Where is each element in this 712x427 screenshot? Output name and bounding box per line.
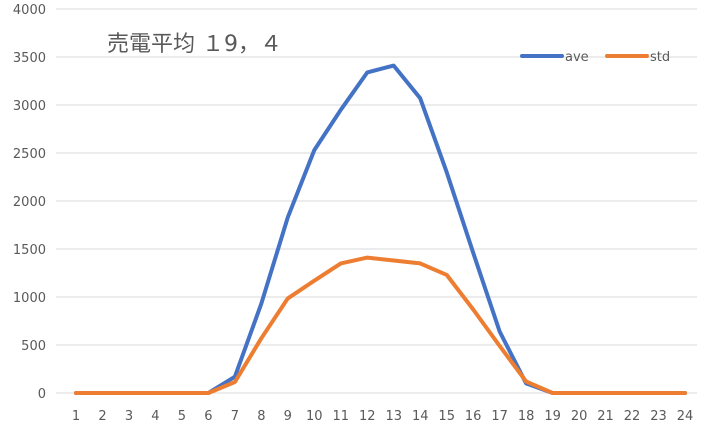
x-tick-label: 23 bbox=[650, 409, 667, 424]
y-tick-label: 4000 bbox=[13, 3, 46, 18]
x-tick-label: 24 bbox=[677, 409, 694, 424]
x-tick-label: 14 bbox=[412, 409, 429, 424]
legend: ave std bbox=[520, 50, 670, 65]
y-tick-label: 2000 bbox=[13, 195, 46, 210]
x-tick-label: 8 bbox=[257, 409, 265, 424]
x-tick-label: 5 bbox=[178, 409, 186, 424]
y-tick-label: 2500 bbox=[13, 147, 46, 162]
series-line-ave bbox=[74, 63, 687, 395]
series-lines bbox=[74, 63, 687, 395]
x-tick-label: 10 bbox=[306, 409, 323, 424]
legend-label-std: std bbox=[650, 50, 670, 65]
x-tick-label: 16 bbox=[465, 409, 482, 424]
x-tick-label: 7 bbox=[231, 409, 239, 424]
y-tick-label: 3000 bbox=[13, 99, 46, 114]
x-tick-label: 13 bbox=[385, 409, 402, 424]
x-tick-label: 17 bbox=[491, 409, 508, 424]
x-tick-label: 20 bbox=[571, 409, 588, 424]
x-tick-label: 22 bbox=[624, 409, 641, 424]
x-tick-label: 3 bbox=[125, 409, 133, 424]
y-tick-label: 1000 bbox=[13, 291, 46, 306]
x-tick-label: 6 bbox=[204, 409, 212, 424]
legend-label-ave: ave bbox=[565, 50, 589, 65]
x-tick-label: 12 bbox=[359, 409, 376, 424]
x-tick-label: 1 bbox=[72, 409, 80, 424]
x-tick-label: 9 bbox=[284, 409, 292, 424]
y-tick-label: 500 bbox=[21, 339, 46, 354]
y-axis-ticks: 0 500 1000 1500 2000 2500 3000 3500 4000 bbox=[13, 3, 46, 402]
x-tick-label: 21 bbox=[597, 409, 614, 424]
x-tick-label: 15 bbox=[438, 409, 455, 424]
series-line-std bbox=[74, 255, 687, 395]
x-tick-label: 11 bbox=[333, 409, 350, 424]
y-tick-label: 1500 bbox=[13, 243, 46, 258]
x-tick-label: 19 bbox=[544, 409, 561, 424]
y-tick-label: 3500 bbox=[13, 51, 46, 66]
y-tick-label: 0 bbox=[38, 387, 46, 402]
x-axis-ticks: 1 2 3 4 5 6 7 8 9 10 11 12 13 14 15 16 17 18 19 20 21 22 23 24 bbox=[72, 409, 693, 424]
gridlines bbox=[56, 8, 697, 394]
x-tick-label: 2 bbox=[98, 409, 106, 424]
chart-title: 売電平均 １9，４ bbox=[107, 32, 282, 57]
x-tick-label: 4 bbox=[151, 409, 159, 424]
x-tick-label: 18 bbox=[518, 409, 535, 424]
